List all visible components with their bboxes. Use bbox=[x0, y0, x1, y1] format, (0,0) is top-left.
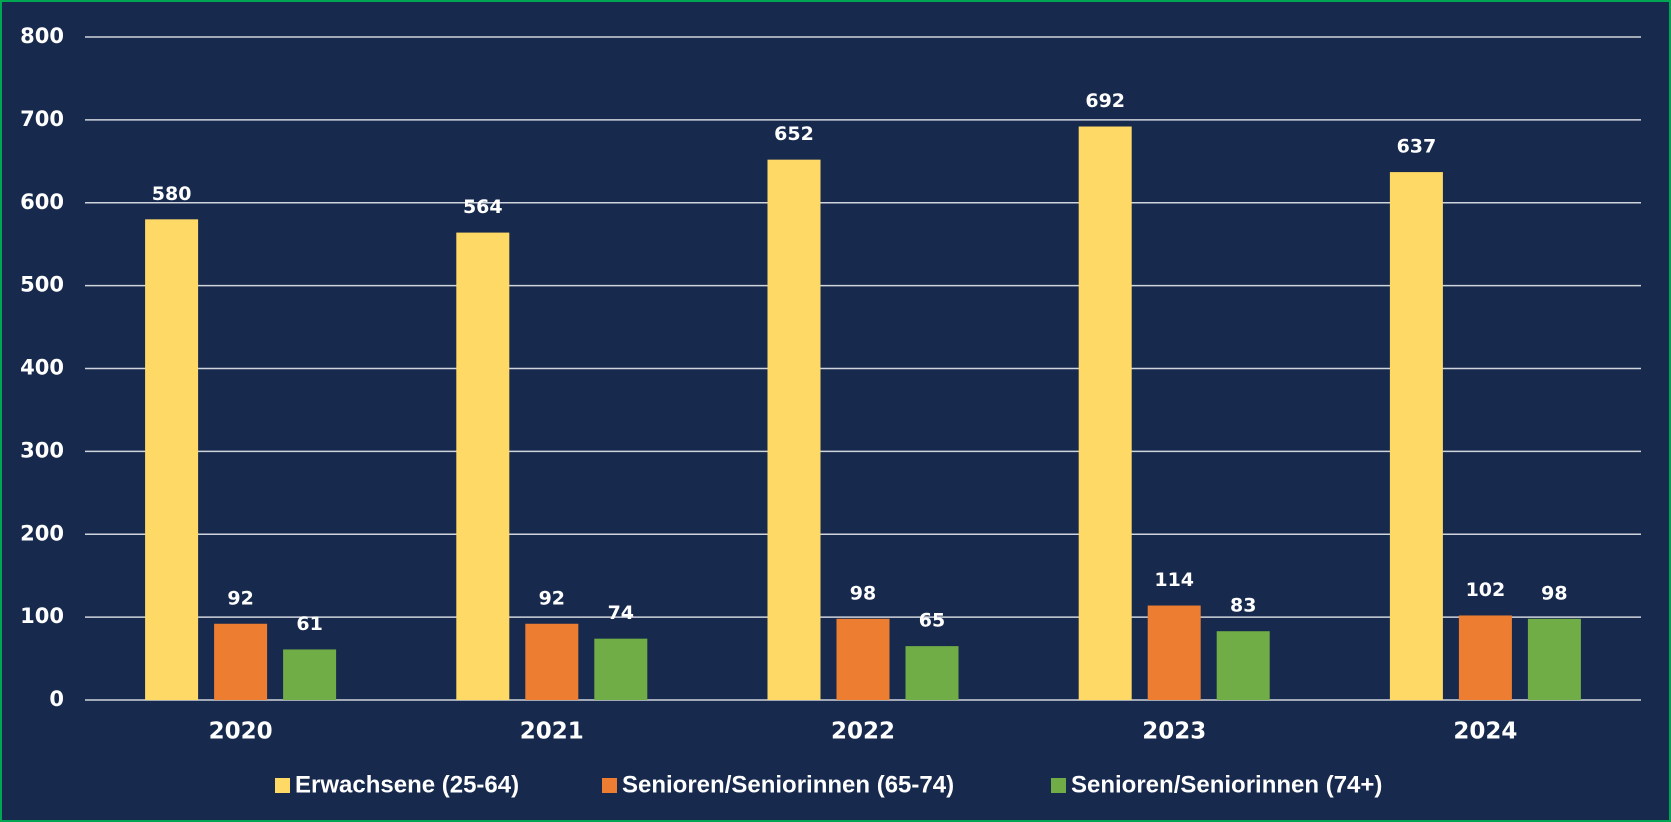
bar bbox=[1527, 618, 1581, 700]
y-tick-label: 400 bbox=[20, 356, 64, 380]
legend-swatch bbox=[1051, 778, 1066, 793]
data-label: 83 bbox=[1230, 595, 1256, 617]
bar bbox=[1078, 126, 1132, 700]
bar bbox=[525, 623, 579, 700]
data-label: 61 bbox=[296, 613, 322, 635]
y-tick-label: 300 bbox=[20, 438, 64, 462]
data-label: 637 bbox=[1397, 136, 1437, 158]
bar bbox=[456, 232, 510, 700]
x-tick-label: 2020 bbox=[209, 719, 273, 745]
x-tick-label: 2022 bbox=[831, 719, 895, 745]
y-tick-label: 500 bbox=[20, 273, 64, 297]
data-label: 65 bbox=[919, 610, 945, 632]
bar bbox=[145, 219, 199, 700]
x-tick-label: 2023 bbox=[1142, 719, 1206, 745]
data-label: 92 bbox=[539, 587, 565, 609]
data-label: 98 bbox=[1541, 582, 1567, 604]
data-label: 692 bbox=[1085, 90, 1125, 112]
y-tick-label: 100 bbox=[20, 604, 64, 628]
legend-label: Senioren/Seniorinnen (65-74) bbox=[622, 771, 954, 798]
y-tick-label: 800 bbox=[20, 24, 64, 48]
legend-swatch bbox=[602, 778, 617, 793]
legend-label: Senioren/Seniorinnen (74+) bbox=[1071, 771, 1382, 798]
y-tick-label: 700 bbox=[20, 107, 64, 131]
bar bbox=[1389, 172, 1443, 700]
bar bbox=[283, 649, 337, 700]
bar bbox=[1216, 631, 1270, 700]
data-label: 98 bbox=[850, 582, 876, 604]
bar bbox=[1458, 615, 1512, 700]
bar bbox=[594, 638, 648, 700]
data-label: 652 bbox=[774, 123, 814, 145]
bar bbox=[905, 646, 959, 700]
data-label: 564 bbox=[463, 196, 503, 218]
bar bbox=[836, 618, 890, 700]
bar bbox=[767, 159, 821, 700]
bar bbox=[214, 623, 268, 700]
data-label: 74 bbox=[608, 602, 634, 624]
legend-swatch bbox=[275, 778, 290, 793]
y-tick-label: 200 bbox=[20, 521, 64, 545]
x-tick-label: 2021 bbox=[520, 719, 584, 745]
x-tick-label: 2024 bbox=[1453, 719, 1517, 745]
data-label: 114 bbox=[1154, 569, 1194, 591]
legend-label: Erwachsene (25-64) bbox=[295, 771, 519, 798]
y-tick-label: 0 bbox=[49, 687, 64, 711]
data-label: 102 bbox=[1466, 579, 1506, 601]
y-tick-label: 600 bbox=[20, 190, 64, 214]
data-label: 92 bbox=[227, 587, 253, 609]
bar bbox=[1147, 605, 1201, 700]
data-label: 580 bbox=[152, 183, 192, 205]
